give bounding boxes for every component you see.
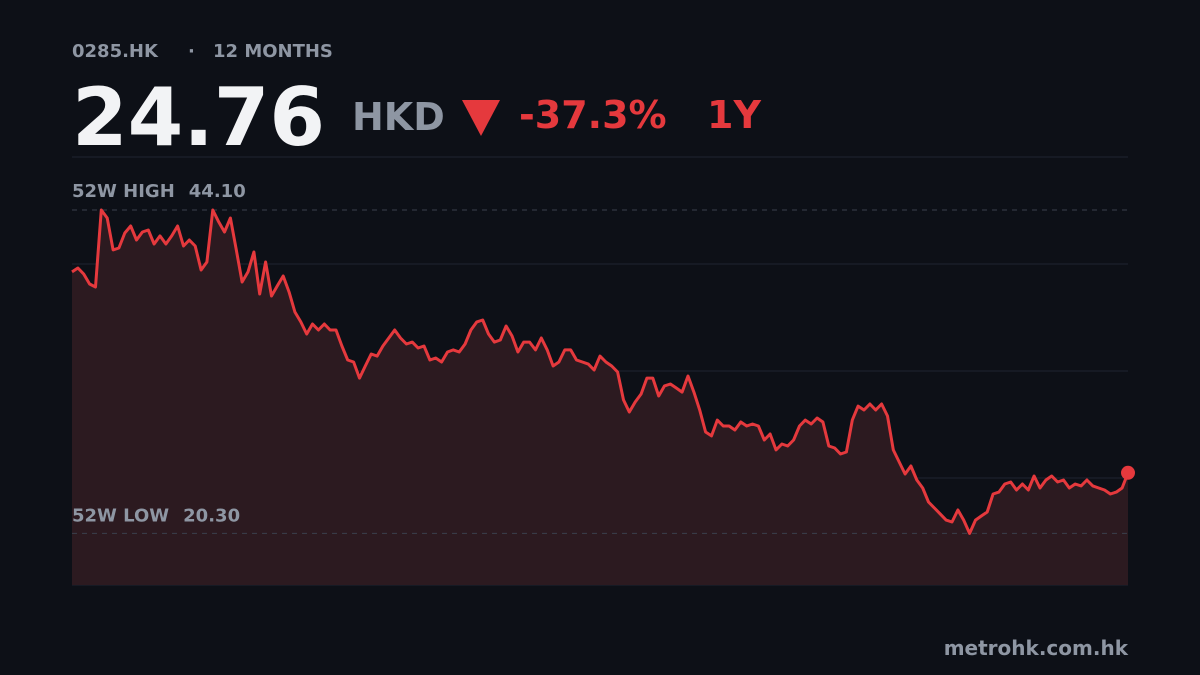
range: 1Y [707, 93, 761, 137]
high-value: 44.10 [189, 181, 246, 202]
ticker: 0285.HK [72, 41, 159, 62]
down-arrow [462, 100, 500, 136]
low-label: 52W LOW [72, 505, 169, 526]
area [72, 210, 1128, 585]
source: metrohk.com.hk [944, 636, 1129, 660]
plot: 52W HIGH 44.10 52W LOW 20.30 [71, 156, 1135, 586]
price: 24.76 [72, 71, 325, 164]
low-value: 20.30 [183, 505, 240, 526]
last-point [1121, 465, 1135, 480]
period: 12 MONTHS [213, 41, 333, 62]
change: -37.3% [519, 93, 667, 137]
separator: · [188, 41, 195, 62]
currency: HKD [352, 95, 445, 139]
high-label: 52W HIGH [72, 181, 175, 202]
price-line [71, 208, 1130, 535]
